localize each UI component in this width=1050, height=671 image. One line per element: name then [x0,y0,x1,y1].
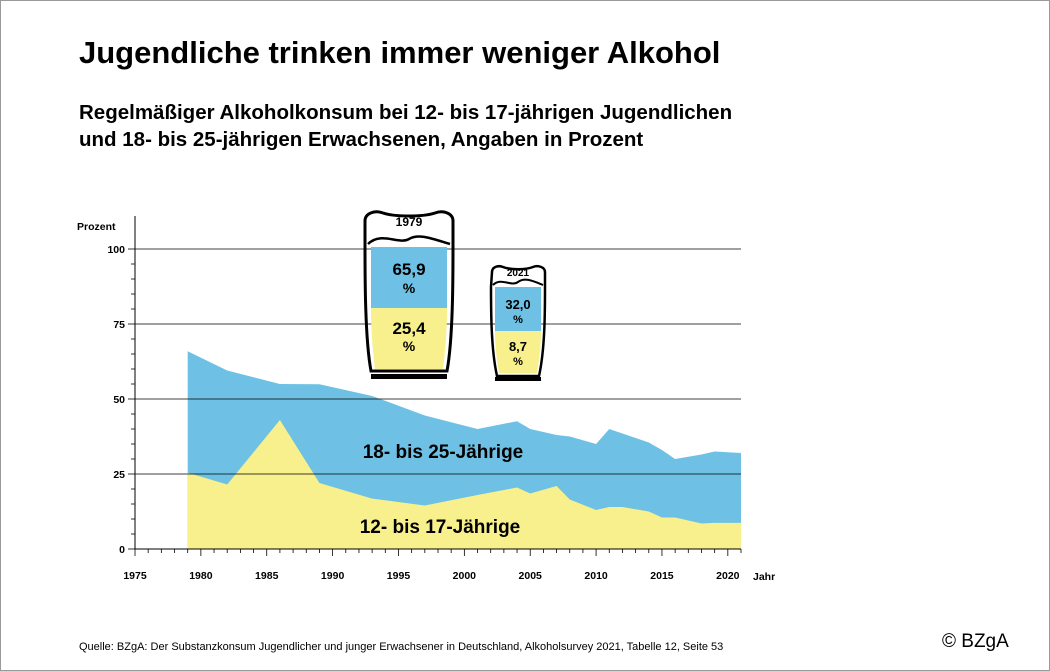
x-tick-label-2000: 2000 [453,570,477,582]
x-tick-label-2005: 2005 [519,570,543,582]
glass-1979-adults-unit: % [403,280,416,296]
y-tick-label-25: 25 [113,469,125,481]
series-label-youth: 12- bis 17-Jährige [360,517,521,538]
chart-title: Jugendliche trinken immer weniger Alkoho… [79,35,721,70]
glass-1979-youth-fill [371,308,447,369]
chart-subtitle: Regelmäßiger Alkoholkonsum bei 12- bis 1… [79,99,732,153]
x-tick-label-2010: 2010 [584,570,608,582]
glass-1979-youth-unit: % [403,338,416,354]
x-tick-label-1985: 1985 [255,570,279,582]
glass-1979-year: 1979 [396,215,423,229]
glass-1979: 1979 65,9 % 25,4 % [363,210,455,379]
glass-1979-adults-value: 65,9 [392,260,425,279]
glass-2021-foam-line [492,278,544,286]
glass-1979-outline [363,210,455,373]
glass-2021-adults-unit: % [513,314,523,326]
glass-2021-year: 2021 [507,268,530,279]
x-tick-label-1975: 1975 [123,570,147,582]
glass-2021-adults-value: 32,0 [505,297,530,312]
glass-1979-adults-fill [371,247,447,308]
glass-2021-youth-fill [495,331,541,373]
glass-2021-base [495,377,541,381]
x-tick-label-2015: 2015 [650,570,674,582]
y-tick-label-75: 75 [113,319,125,331]
x-tick-label-1990: 1990 [321,570,345,582]
glass-1979-youth-value: 25,4 [392,319,426,338]
glass-1979-foam-line [367,235,451,246]
source-note: Quelle: BZgA: Der Substanzkonsum Jugendl… [79,641,724,653]
glass-2021-youth-unit: % [513,356,523,368]
y-axis-label: Prozent [77,221,116,233]
y-tick-label-0: 0 [119,544,125,556]
series-label-adults: 18- bis 25-Jährige [363,442,524,463]
glass-2021: 2021 32,0 % 8,7 % [489,264,547,381]
glass-1979-base [371,374,447,379]
glass-2021-adults-fill [495,287,541,331]
subtitle-line-2: und 18- bis 25-jährigen Erwachsenen, Ang… [79,128,644,151]
x-tick-label-1995: 1995 [387,570,411,582]
x-tick-label-1980: 1980 [189,570,213,582]
glass-2021-youth-value: 8,7 [509,339,527,354]
x-axis-label: Jahr [753,571,775,583]
series-area-youth [187,420,741,549]
series-areas [187,351,741,549]
axes: 0 25 50 75 100 1975 1980 1985 1990 1995 2000 2005 20… [107,216,742,582]
subtitle-line-1: Regelmäßiger Alkoholkonsum bei 12- bis 1… [79,101,733,124]
copyright: © BZgA [942,631,1009,652]
x-tick-label-2020: 2020 [716,570,740,582]
y-tick-label-100: 100 [107,244,125,256]
glass-2021-outline [489,264,547,378]
y-tick-label-50: 50 [113,394,125,406]
